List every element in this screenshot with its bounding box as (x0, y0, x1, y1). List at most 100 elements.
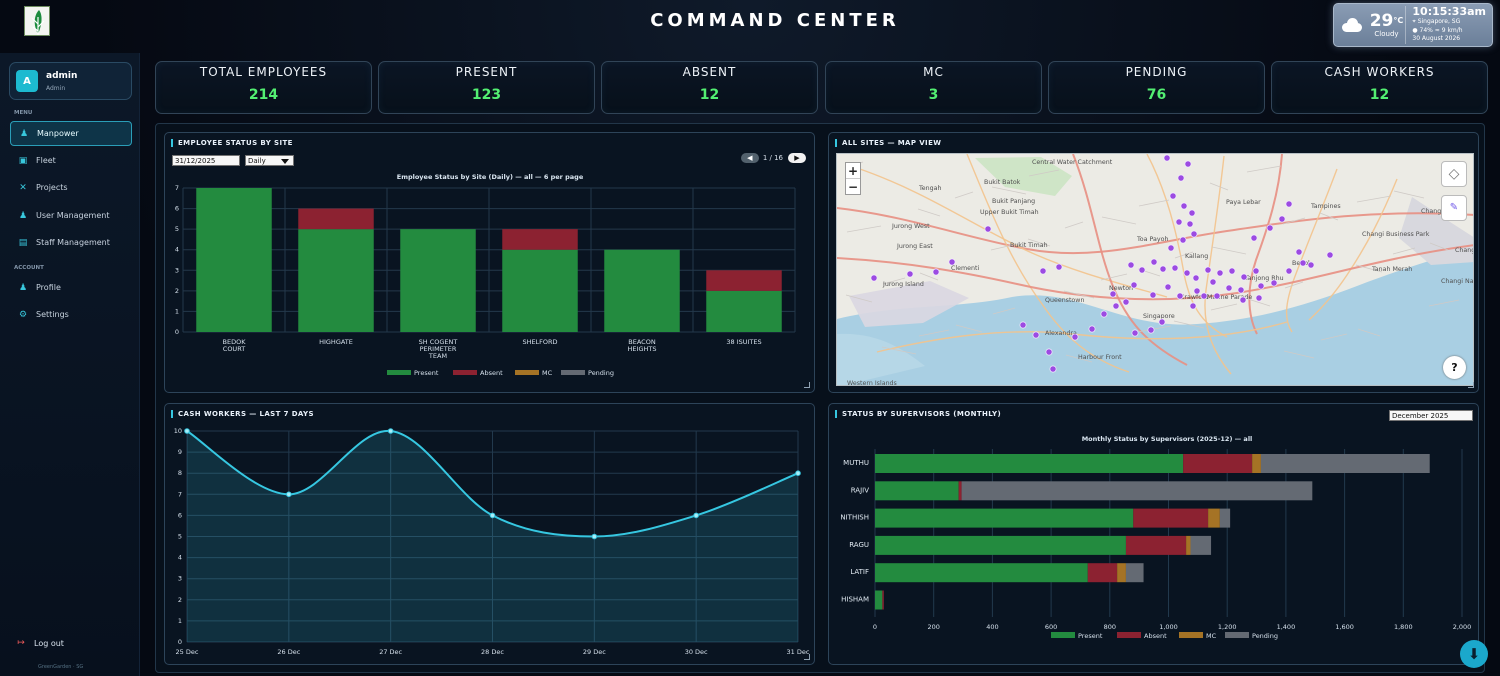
bar-absent[interactable] (1125, 535, 1187, 555)
site-marker[interactable] (1171, 264, 1179, 272)
site-marker[interactable] (1252, 267, 1260, 275)
site-marker[interactable] (1071, 333, 1079, 341)
bar-mc[interactable] (1208, 508, 1220, 528)
bar-mc[interactable] (1117, 563, 1126, 583)
site-marker[interactable] (1257, 282, 1265, 290)
site-marker[interactable] (1127, 261, 1135, 269)
site-marker[interactable] (1184, 160, 1192, 168)
sidebar-item-settings[interactable]: ⚙ Settings (10, 302, 132, 327)
bar-present[interactable] (875, 563, 1088, 583)
site-marker[interactable] (1213, 292, 1221, 300)
bar-absent[interactable] (298, 208, 374, 230)
site-marker[interactable] (1176, 292, 1184, 300)
stat-card-mc[interactable]: MC 3 (825, 61, 1042, 114)
site-marker[interactable] (1032, 331, 1040, 339)
sites-map[interactable]: Central Water Catchment Tengah Bukit Batok… (836, 153, 1474, 386)
site-marker[interactable] (984, 225, 992, 233)
site-marker[interactable] (1307, 261, 1315, 269)
resize-handle[interactable] (1468, 382, 1474, 388)
help-button[interactable]: ? (1443, 356, 1466, 379)
stat-card-cash-workers[interactable]: CASH WORKERS 12 (1271, 61, 1488, 114)
bar-present[interactable] (875, 508, 1134, 528)
zoom-in-button[interactable]: + (846, 164, 860, 179)
bar-pending[interactable] (1260, 454, 1430, 473)
site-marker[interactable] (1109, 290, 1117, 298)
site-marker[interactable] (1131, 329, 1139, 337)
site-marker[interactable] (1045, 348, 1053, 356)
site-marker[interactable] (1192, 274, 1200, 282)
site-marker[interactable] (1225, 284, 1233, 292)
bar-present[interactable] (875, 590, 883, 610)
bar-absent[interactable] (882, 590, 884, 610)
site-marker[interactable] (1167, 244, 1175, 252)
bar-present[interactable] (875, 481, 959, 501)
site-marker[interactable] (1200, 292, 1208, 300)
site-marker[interactable] (1019, 321, 1027, 329)
bar-pending[interactable] (1125, 563, 1144, 583)
site-marker[interactable] (1266, 224, 1274, 232)
data-point[interactable] (795, 470, 801, 477)
bar-present[interactable] (875, 454, 1184, 473)
data-point[interactable] (591, 533, 598, 540)
site-marker[interactable] (1188, 209, 1196, 217)
next-page-button[interactable]: ▶ (788, 153, 806, 163)
site-marker[interactable] (1240, 273, 1248, 281)
site-marker[interactable] (1100, 310, 1108, 318)
map-zoom-controls[interactable]: + − (845, 162, 861, 195)
site-marker[interactable] (1216, 269, 1224, 277)
site-marker[interactable] (1164, 283, 1172, 291)
data-point[interactable] (387, 428, 394, 434)
resize-handle[interactable] (804, 382, 810, 388)
period-select[interactable]: Daily (245, 155, 294, 166)
bar-present[interactable] (196, 188, 272, 332)
bar-absent[interactable] (1087, 563, 1118, 583)
map-canvas[interactable]: Central Water Catchment Tengah Bukit Batok… (837, 154, 1474, 386)
site-marker[interactable] (1138, 266, 1146, 274)
site-marker[interactable] (1130, 281, 1138, 289)
sidebar-item-projects[interactable]: ✕ Projects (10, 175, 132, 200)
site-marker[interactable] (1147, 326, 1155, 334)
data-point[interactable] (489, 512, 496, 519)
bar-absent[interactable] (706, 270, 782, 291)
data-point[interactable] (184, 428, 190, 434)
sidebar-item-fleet[interactable]: ▣ Fleet (10, 148, 132, 173)
bar-present[interactable] (604, 249, 680, 332)
site-marker[interactable] (1175, 218, 1183, 226)
stat-card-present[interactable]: PRESENT 123 (378, 61, 595, 114)
site-marker[interactable] (948, 258, 956, 266)
site-marker[interactable] (1190, 230, 1198, 238)
resize-handle[interactable] (804, 654, 810, 660)
site-marker[interactable] (1112, 302, 1120, 310)
bar-absent[interactable] (958, 481, 962, 501)
zoom-out-button[interactable]: − (847, 180, 859, 194)
filter-icon[interactable]: ⬇ (1460, 640, 1488, 668)
site-marker[interactable] (1163, 154, 1171, 162)
bar-absent[interactable] (502, 229, 578, 250)
bar-pending[interactable] (1190, 535, 1212, 555)
site-marker[interactable] (1209, 278, 1217, 286)
site-marker[interactable] (1189, 302, 1197, 310)
previous-page-button[interactable]: ◀ (740, 153, 759, 163)
site-marker[interactable] (1177, 174, 1185, 182)
bar-present[interactable] (502, 249, 578, 332)
site-marker[interactable] (1326, 251, 1334, 259)
month-input[interactable]: December 2025 (1389, 410, 1473, 421)
bar-absent[interactable] (1133, 508, 1209, 528)
site-marker[interactable] (1255, 294, 1263, 302)
site-marker[interactable] (1149, 291, 1157, 299)
site-marker[interactable] (1250, 234, 1258, 242)
site-marker[interactable] (1239, 296, 1247, 304)
site-marker[interactable] (1186, 220, 1194, 228)
data-point[interactable] (693, 512, 699, 519)
site-marker[interactable] (1295, 248, 1303, 256)
layers-icon[interactable]: ◇ (1441, 161, 1467, 187)
bar-mc[interactable] (1252, 454, 1261, 473)
bar-present[interactable] (706, 290, 782, 332)
bar-absent[interactable] (1183, 454, 1253, 473)
bar-mc[interactable] (1186, 535, 1191, 555)
stat-card-pending[interactable]: PENDING 76 (1048, 61, 1265, 114)
bar-present[interactable] (298, 229, 374, 332)
sidebar-item-staff-management[interactable]: ▤ Staff Management (10, 230, 132, 255)
data-point[interactable] (286, 491, 292, 498)
site-marker[interactable] (1228, 267, 1236, 275)
